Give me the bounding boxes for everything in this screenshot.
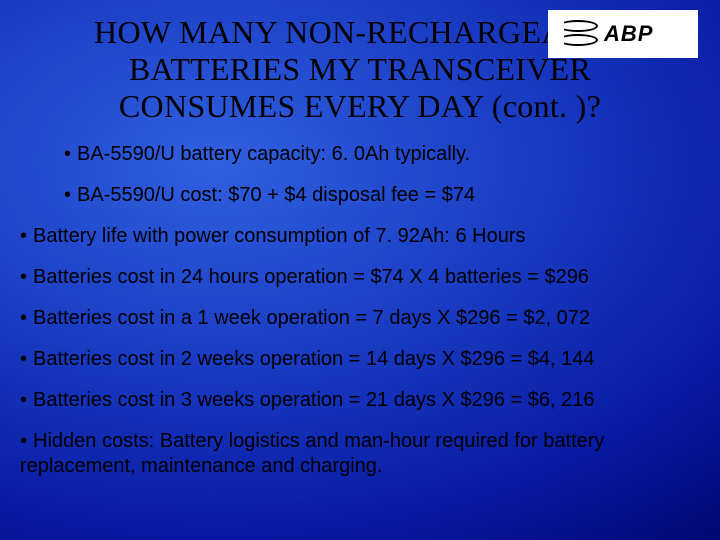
bullet-item: •Batteries cost in a 1 week operation = …: [0, 298, 720, 339]
logo-text: ABP: [604, 21, 653, 47]
bullet-dot-icon: •: [20, 225, 33, 247]
bullet-item: •BA-5590/U battery capacity: 6. 0Ah typi…: [0, 134, 720, 175]
logo-swoosh-icon: [556, 16, 600, 52]
bullet-item: •BA-5590/U cost: $70 + $4 disposal fee =…: [0, 175, 720, 216]
bullet-item: •Battery life with power consumption of …: [0, 216, 720, 257]
bullet-text: Batteries cost in 24 hours operation = $…: [33, 266, 589, 288]
bullet-item: •Batteries cost in 3 weeks operation = 2…: [0, 380, 720, 421]
bullet-dot-icon: •: [20, 307, 33, 329]
bullet-dot-icon: •: [20, 430, 33, 452]
bullet-text: Hidden costs: Battery logistics and man-…: [20, 430, 604, 477]
bullet-dot-icon: •: [64, 184, 77, 206]
bullet-item: •Batteries cost in 24 hours operation = …: [0, 257, 720, 298]
logo-badge: ABP: [548, 10, 698, 58]
bullet-text: BA-5590/U cost: $70 + $4 disposal fee = …: [77, 184, 475, 206]
bullet-text: BA-5590/U battery capacity: 6. 0Ah typic…: [77, 143, 470, 165]
bullet-dot-icon: •: [64, 143, 77, 165]
bullet-text: Batteries cost in 2 weeks operation = 14…: [33, 348, 594, 370]
bullet-list: •BA-5590/U battery capacity: 6. 0Ah typi…: [0, 132, 720, 487]
bullet-text: Batteries cost in 3 weeks operation = 21…: [33, 389, 594, 411]
bullet-item: •Batteries cost in 2 weeks operation = 1…: [0, 339, 720, 380]
bullet-text: Batteries cost in a 1 week operation = 7…: [33, 307, 590, 329]
bullet-dot-icon: •: [20, 389, 33, 411]
bullet-dot-icon: •: [20, 266, 33, 288]
bullet-item: •Hidden costs: Battery logistics and man…: [0, 421, 720, 487]
bullet-text: Battery life with power consumption of 7…: [33, 225, 525, 247]
bullet-dot-icon: •: [20, 348, 33, 370]
